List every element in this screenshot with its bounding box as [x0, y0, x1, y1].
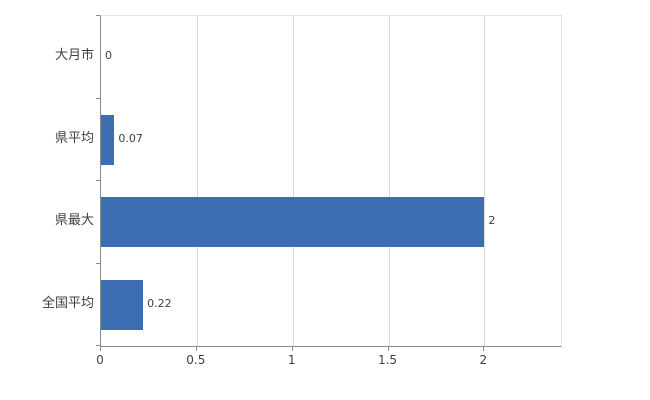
- value-label: 0.07: [118, 131, 143, 145]
- x-tick-label: 1.5: [377, 353, 398, 367]
- x-tick-label: 0.5: [186, 353, 206, 367]
- gridline: [388, 16, 390, 346]
- gridline: [292, 16, 294, 346]
- value-label: 0.22: [147, 296, 172, 310]
- x-tick-label: 1: [287, 353, 296, 367]
- x-axis-tick: [291, 346, 293, 351]
- y-axis-tick: [96, 97, 100, 99]
- x-axis-tick: [195, 346, 197, 351]
- y-axis-tick: [96, 262, 100, 264]
- y-axis-tick: [96, 345, 100, 346]
- gridline: [196, 16, 198, 346]
- category-label: 県平均: [54, 130, 94, 146]
- gridline: [484, 16, 486, 346]
- value-label: 0: [105, 49, 112, 63]
- bar-3: [101, 197, 485, 248]
- x-axis-tick: [387, 346, 389, 351]
- category-label: 県最大: [54, 213, 94, 229]
- x-tick-label: 2: [479, 353, 488, 367]
- x-axis-tick: [100, 346, 101, 351]
- y-axis-tick: [96, 15, 100, 16]
- category-label: 全国平均: [41, 295, 94, 311]
- plot-area: [100, 15, 562, 347]
- x-axis-tick: [483, 346, 485, 351]
- bar-2: [101, 114, 115, 165]
- bar-4: [101, 279, 144, 330]
- category-label: 大月市: [54, 48, 94, 64]
- value-label: 2: [488, 214, 496, 228]
- x-tick-label: 0: [96, 353, 104, 367]
- y-axis-tick: [96, 180, 100, 181]
